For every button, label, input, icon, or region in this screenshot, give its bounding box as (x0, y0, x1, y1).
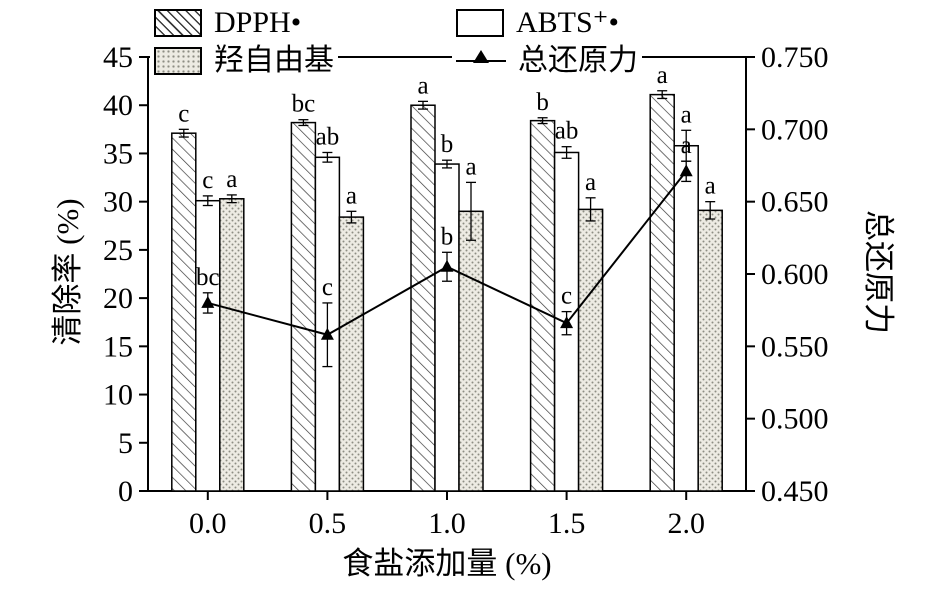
right-axis-tick-label: 0.550 (761, 330, 829, 363)
legend-label-reducing-power: 总还原力 (518, 44, 638, 77)
triangle-marker (440, 259, 454, 272)
bar-2-3 (577, 208, 604, 492)
significance-label: bc (196, 264, 220, 291)
significance-label: a (417, 72, 428, 99)
x-axis-tick-label: 0.5 (309, 507, 347, 540)
significance-label: a (226, 166, 237, 193)
x-axis-title: 食盐添加量 (%) (342, 546, 552, 581)
bar-2-2 (458, 210, 484, 492)
triangle-marker (679, 164, 693, 177)
significance-label: a (346, 182, 357, 209)
x-axis-tick-label: 1.5 (548, 507, 586, 540)
significance-label: c (178, 100, 189, 127)
dots-swatch-icon (154, 47, 202, 75)
bar-1-2 (434, 163, 460, 492)
triangle-marker (201, 295, 215, 308)
left-axis-title: 清除率 (%) (50, 198, 85, 346)
bar-0-4 (649, 93, 675, 492)
right-axis-title: 总还原力 (861, 210, 896, 334)
left-axis-tick-label: 10 (103, 379, 133, 412)
significance-label: b (441, 131, 454, 158)
bar-2-1 (338, 216, 365, 492)
triangle-icon (473, 50, 489, 63)
significance-label: a (465, 153, 476, 180)
bar-0-0 (171, 132, 197, 492)
significance-label: ab (316, 123, 340, 150)
bar-2-4 (697, 209, 723, 492)
significance-label: c (561, 283, 572, 310)
significance-label: a (681, 101, 692, 128)
legend-item-dpph: DPPH• (150, 6, 306, 40)
legend-label-hydroxyl: 羟自由基 (214, 44, 334, 77)
legend-label-abts: ABTS⁺• (516, 6, 620, 39)
right-axis-tick-label: 0.600 (761, 258, 829, 291)
right-axis-tick-label: 0.700 (761, 113, 829, 146)
left-axis-tick-label: 5 (118, 427, 133, 460)
left-axis-tick-label: 15 (103, 330, 133, 363)
bar-1-4 (673, 144, 699, 492)
significance-label: a (681, 132, 692, 159)
left-axis-tick-label: 0 (118, 475, 133, 508)
significance-label: c (322, 274, 333, 301)
significance-label: a (657, 62, 668, 89)
x-axis-tick-label: 0.0 (189, 507, 227, 540)
significance-label: c (202, 167, 213, 194)
legend-label-dpph: DPPH• (214, 6, 302, 39)
bar-2-0 (219, 198, 245, 492)
bar-0-2 (410, 104, 436, 492)
line-triangle-marker-icon (456, 47, 506, 75)
legend-item-hydroxyl: 羟自由基 (150, 44, 338, 78)
bar-1-0 (195, 199, 221, 492)
significance-label: a (585, 169, 596, 196)
left-axis-tick-label: 20 (103, 282, 133, 315)
legend-item-abts: ABTS⁺• (452, 6, 624, 40)
right-axis-tick-label: 0.450 (761, 475, 829, 508)
right-axis-tick-label: 0.500 (761, 403, 829, 436)
significance-label: bc (292, 91, 316, 118)
left-axis-tick-label: 30 (103, 186, 133, 219)
legend-item-reducing-power: 总还原力 (452, 44, 642, 78)
left-axis-tick-label: 35 (103, 137, 133, 170)
right-axis-tick-label: 0.750 (761, 41, 829, 74)
significance-label: b (441, 223, 454, 250)
left-axis-tick-label: 25 (103, 234, 133, 267)
triangle-marker (320, 327, 334, 340)
left-axis-tick-label: 45 (103, 41, 133, 74)
x-axis-tick-label: 2.0 (667, 507, 705, 540)
bar-0-1 (290, 121, 317, 492)
significance-label: b (536, 89, 549, 116)
triangle-marker (560, 316, 574, 329)
bar-0-3 (529, 119, 556, 492)
hatch-swatch-icon (154, 9, 202, 37)
x-axis-tick-label: 1.0 (428, 507, 466, 540)
significance-label: a (705, 173, 716, 200)
right-axis-tick-label: 0.650 (761, 186, 829, 219)
significance-label: ab (555, 118, 579, 145)
plain-swatch-icon (456, 9, 504, 37)
left-axis-tick-label: 40 (103, 89, 133, 122)
